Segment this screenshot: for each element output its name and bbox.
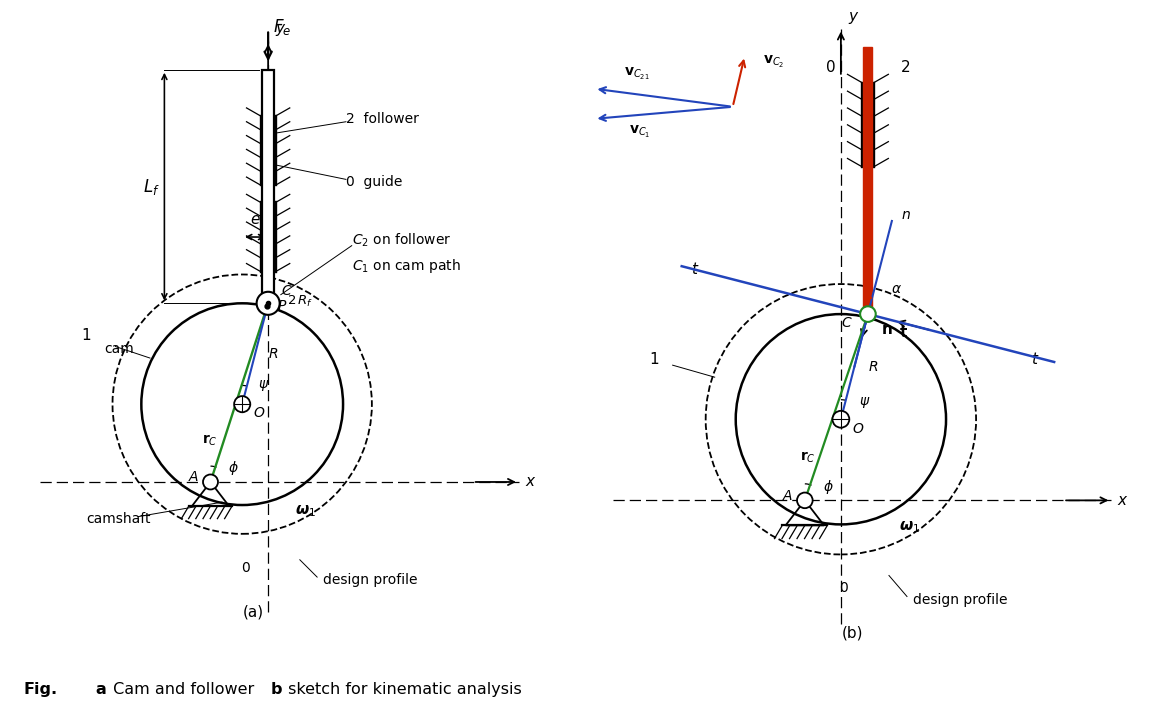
Text: $A$: $A$ <box>782 489 793 503</box>
Text: $\mathbf{v}_{C_1}$: $\mathbf{v}_{C_1}$ <box>629 124 650 140</box>
Text: $F_e$: $F_e$ <box>273 17 291 37</box>
Text: $\mathbf{n}$: $\mathbf{n}$ <box>881 321 892 336</box>
Text: $\mathbf{r}_C$: $\mathbf{r}_C$ <box>203 432 218 448</box>
Text: $L_f$: $L_f$ <box>143 177 160 196</box>
Text: 0: 0 <box>840 580 848 594</box>
Text: $\phi$: $\phi$ <box>822 478 834 496</box>
Text: $\mathbf{r}_C$: $\mathbf{r}_C$ <box>800 449 815 464</box>
Circle shape <box>203 474 218 490</box>
Circle shape <box>833 411 849 427</box>
Text: $y$: $y$ <box>848 9 860 26</box>
Text: $\mathbf{v}_{C_2}$: $\mathbf{v}_{C_2}$ <box>763 53 784 70</box>
Text: b: b <box>270 682 282 697</box>
Bar <box>863 47 873 314</box>
Text: $\psi$: $\psi$ <box>259 378 270 393</box>
Circle shape <box>860 306 876 322</box>
Text: $t$: $t$ <box>691 261 699 277</box>
Text: design profile: design profile <box>913 593 1008 606</box>
Text: $\phi$: $\phi$ <box>228 459 239 477</box>
Text: $\alpha$: $\alpha$ <box>891 282 902 296</box>
Text: $C_1$ on cam path: $C_1$ on cam path <box>352 257 460 275</box>
Text: $R$: $R$ <box>268 347 278 361</box>
Text: design profile: design profile <box>323 573 417 587</box>
Text: $n$: $n$ <box>901 208 911 222</box>
Text: $A$: $A$ <box>188 470 199 484</box>
Text: $R$: $R$ <box>868 360 878 374</box>
Text: $y$: $y$ <box>275 22 287 38</box>
Text: (b): (b) <box>842 625 863 640</box>
Text: 2: 2 <box>901 60 910 75</box>
Text: $t$: $t$ <box>1031 351 1039 367</box>
Text: $C$: $C$ <box>281 284 292 297</box>
Text: $e$: $e$ <box>249 212 261 227</box>
Circle shape <box>797 492 813 508</box>
Text: $2\,R_f$: $2\,R_f$ <box>287 293 312 308</box>
Text: cam: cam <box>104 342 134 357</box>
Text: $O$: $O$ <box>853 422 864 435</box>
Text: a: a <box>96 682 106 697</box>
Text: $\mathbf{t}$: $\mathbf{t}$ <box>899 323 908 339</box>
Text: Fig.: Fig. <box>23 682 57 697</box>
Text: 0: 0 <box>241 562 249 575</box>
Text: 1: 1 <box>650 352 659 367</box>
Bar <box>262 70 275 303</box>
Text: 2  follower: 2 follower <box>346 112 419 126</box>
Circle shape <box>256 292 280 315</box>
Text: $\psi$: $\psi$ <box>859 395 870 410</box>
Text: sketch for kinematic analysis: sketch for kinematic analysis <box>283 682 522 697</box>
Circle shape <box>234 396 250 412</box>
Text: $\boldsymbol{\omega}_1$: $\boldsymbol{\omega}_1$ <box>295 503 316 518</box>
Text: 0: 0 <box>826 60 835 75</box>
Text: $O$: $O$ <box>253 406 266 420</box>
Text: $C$: $C$ <box>841 316 853 330</box>
Text: $x$: $x$ <box>1117 493 1129 508</box>
Text: 1: 1 <box>82 328 91 342</box>
Text: $x$: $x$ <box>524 474 536 490</box>
Text: $\boldsymbol{\omega}_1$: $\boldsymbol{\omega}_1$ <box>899 520 920 535</box>
Text: $C_2$ on follower: $C_2$ on follower <box>352 231 451 248</box>
Text: $\mathbf{v}_{C_{21}}$: $\mathbf{v}_{C_{21}}$ <box>623 66 650 82</box>
Text: camshaft: camshaft <box>86 513 151 526</box>
Text: $P$: $P$ <box>277 300 288 313</box>
Text: Cam and follower: Cam and follower <box>108 682 260 697</box>
Text: (a): (a) <box>243 604 264 619</box>
Text: 0  guide: 0 guide <box>346 175 402 189</box>
